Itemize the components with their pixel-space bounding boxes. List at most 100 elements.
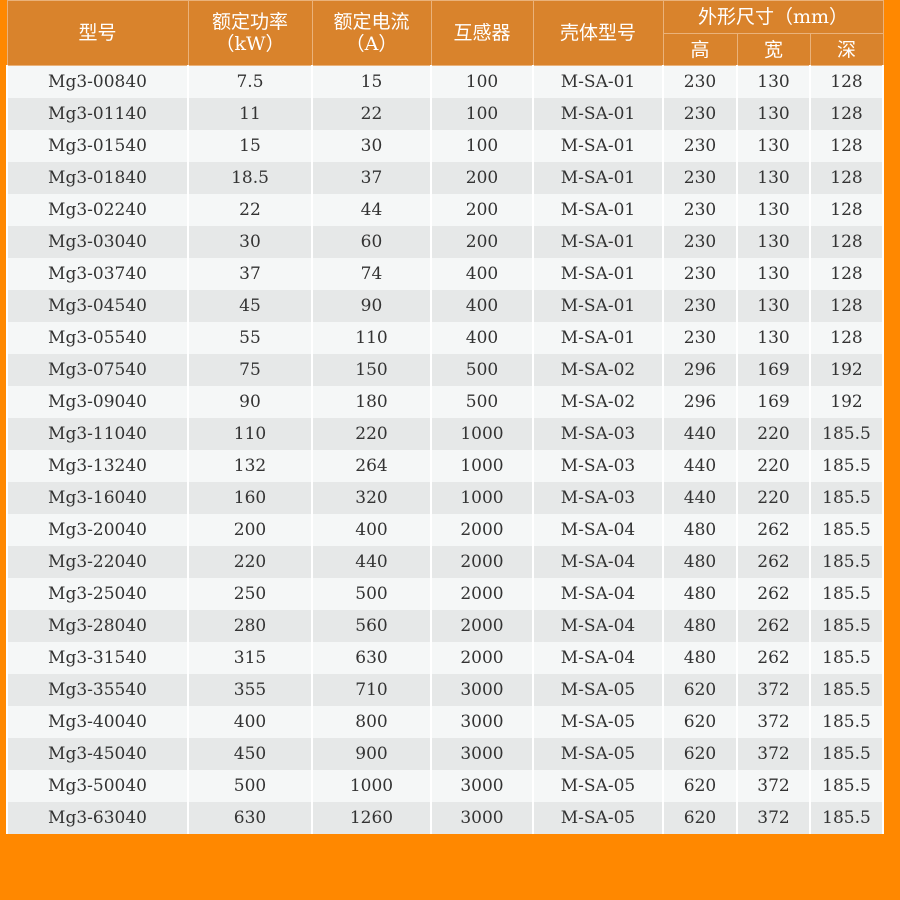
cell-housing: M-SA-03 [532,482,664,514]
cell-height: 620 [662,674,738,706]
cell-transformer: 100 [430,98,534,130]
cell-transformer: 2000 [430,642,534,674]
table-row: Mg3-03740 37 74 400 M-SA-01 230 130 128 [6,258,885,290]
cell-housing: M-SA-03 [532,450,664,482]
cell-height: 480 [662,514,738,546]
cell-depth: 128 [808,322,885,354]
table-row: Mg3-16040 160 320 1000 M-SA-03 440 220 185.5 [6,482,885,514]
cell-housing: M-SA-05 [532,738,664,770]
cell-model: Mg3-09040 [6,386,189,418]
cell-housing: M-SA-02 [532,386,664,418]
cell-width: 130 [736,258,811,290]
cell-width: 130 [736,130,811,162]
table-row: Mg3-04540 45 90 400 M-SA-01 230 130 128 [6,290,885,322]
cell-width: 130 [736,98,811,130]
table-row: Mg3-45040 450 900 3000 M-SA-05 620 372 185.5 [6,738,885,770]
table-row: Mg3-63040 630 1260 3000 M-SA-05 620 372 185.5 [6,802,885,834]
cell-height: 230 [662,290,738,322]
cell-model: Mg3-35540 [6,674,189,706]
cell-depth: 185.5 [808,674,885,706]
cell-current: 500 [311,578,432,610]
cell-model: Mg3-07540 [6,354,189,386]
cell-depth: 128 [808,290,885,322]
cell-depth: 185.5 [808,450,885,482]
table-body: Mg3-00840 7.5 15 100 M-SA-01 230 130 128 Mg3-011… [6,65,885,834]
table-row: Mg3-07540 75 150 500 M-SA-02 296 169 192 [6,354,885,386]
cell-model: Mg3-05540 [6,322,189,354]
cell-depth: 185.5 [808,578,885,610]
header-power-label: 额定功率 [211,11,288,33]
cell-housing: M-SA-01 [532,290,664,322]
cell-current: 400 [311,514,432,546]
cell-current: 1260 [311,802,432,834]
cell-transformer: 3000 [430,706,534,738]
table-row: Mg3-20040 200 400 2000 M-SA-04 480 262 185.5 [6,514,885,546]
cell-housing: M-SA-01 [532,194,664,226]
cell-current: 30 [311,130,432,162]
cell-model: Mg3-03040 [6,226,189,258]
cell-height: 620 [662,802,738,834]
cell-width: 220 [736,418,811,450]
spec-table: 型号 额定功率 （kW） 额定电流 （A） 互感器 壳体型号 外形尺寸（mm） 高 … [6,0,885,834]
table-row: Mg3-28040 280 560 2000 M-SA-04 480 262 185.5 [6,610,885,642]
cell-current: 264 [311,450,432,482]
header-transformer: 互感器 [430,0,534,66]
cell-height: 480 [662,642,738,674]
table-row: Mg3-01140 11 22 100 M-SA-01 230 130 128 [6,98,885,130]
cell-power: 132 [187,450,313,482]
cell-transformer: 100 [430,130,534,162]
cell-model: Mg3-25040 [6,578,189,610]
cell-power: 45 [187,290,313,322]
cell-model: Mg3-50040 [6,770,189,802]
header-width: 宽 [736,33,811,66]
cell-housing: M-SA-01 [532,162,664,194]
cell-power: 250 [187,578,313,610]
cell-power: 15 [187,130,313,162]
cell-transformer: 2000 [430,546,534,578]
cell-power: 30 [187,226,313,258]
cell-transformer: 400 [430,322,534,354]
cell-current: 150 [311,354,432,386]
cell-current: 710 [311,674,432,706]
cell-model: Mg3-45040 [6,738,189,770]
cell-current: 1000 [311,770,432,802]
cell-depth: 185.5 [808,546,885,578]
cell-power: 37 [187,258,313,290]
cell-power: 160 [187,482,313,514]
cell-model: Mg3-28040 [6,610,189,642]
cell-transformer: 3000 [430,802,534,834]
cell-depth: 185.5 [808,770,885,802]
cell-current: 900 [311,738,432,770]
table-row: Mg3-35540 355 710 3000 M-SA-05 620 372 185.5 [6,674,885,706]
cell-model: Mg3-11040 [6,418,189,450]
cell-housing: M-SA-04 [532,546,664,578]
cell-model: Mg3-20040 [6,514,189,546]
cell-model: Mg3-63040 [6,802,189,834]
cell-transformer: 200 [430,226,534,258]
cell-height: 230 [662,65,738,98]
cell-height: 230 [662,162,738,194]
cell-depth: 128 [808,258,885,290]
cell-model: Mg3-01540 [6,130,189,162]
cell-width: 372 [736,706,811,738]
cell-height: 440 [662,482,738,514]
cell-height: 296 [662,386,738,418]
cell-power: 280 [187,610,313,642]
cell-height: 620 [662,738,738,770]
cell-housing: M-SA-05 [532,674,664,706]
cell-model: Mg3-01840 [6,162,189,194]
cell-power: 315 [187,642,313,674]
cell-current: 220 [311,418,432,450]
table-header: 型号 额定功率 （kW） 额定电流 （A） 互感器 壳体型号 外形尺寸（mm） 高 … [6,0,884,66]
cell-model: Mg3-22040 [6,546,189,578]
cell-transformer: 1000 [430,450,534,482]
cell-power: 11 [187,98,313,130]
cell-height: 440 [662,418,738,450]
cell-depth: 185.5 [808,482,885,514]
table-row: Mg3-25040 250 500 2000 M-SA-04 480 262 185.5 [6,578,885,610]
cell-transformer: 400 [430,290,534,322]
header-current-unit: （A） [345,33,398,55]
cell-housing: M-SA-01 [532,130,664,162]
cell-height: 440 [662,450,738,482]
table-row: Mg3-09040 90 180 500 M-SA-02 296 169 192 [6,386,885,418]
